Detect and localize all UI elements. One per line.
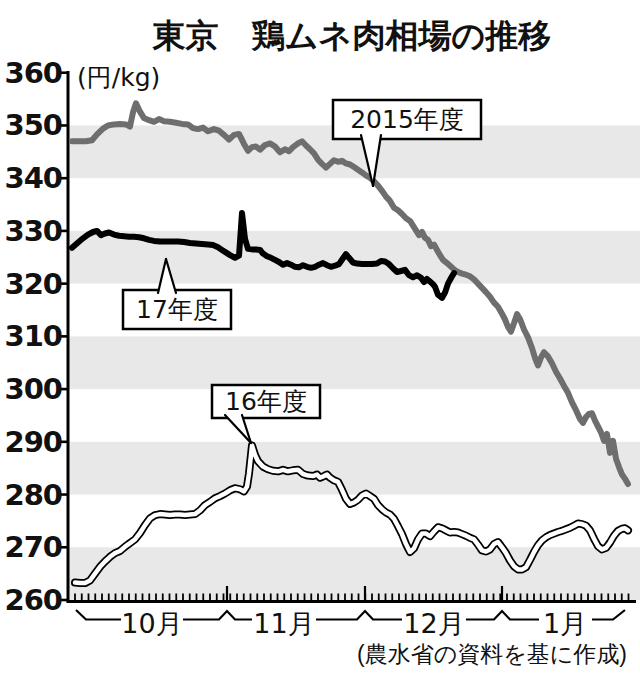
- callout-label-17: 17年度: [123, 290, 231, 329]
- month-label-10月: 10月: [104, 606, 200, 642]
- y-axis-label-290: 290: [0, 425, 62, 459]
- y-axis-label-340: 340: [0, 161, 62, 195]
- callout-label-16: 16年度: [212, 385, 320, 418]
- y-axis-label-360: 360: [0, 56, 62, 90]
- y-axis-label-350: 350: [0, 108, 62, 142]
- callout-label-2015: 2015年度: [333, 100, 481, 139]
- price-chart-canvas: [0, 0, 640, 679]
- month-label-1月: 1月: [517, 606, 613, 642]
- month-label-12月: 12月: [386, 606, 482, 642]
- y-axis-label-300: 300: [0, 372, 62, 406]
- y-axis-label-330: 330: [0, 214, 62, 248]
- y-axis-label-320: 320: [0, 267, 62, 301]
- y-axis-label-270: 270: [0, 530, 62, 564]
- month-label-11月: 11月: [236, 606, 332, 642]
- chart-title: 東京 鶏ムネ肉相場の推移: [153, 14, 551, 59]
- band-280: [67, 442, 640, 495]
- band-260: [67, 547, 640, 600]
- source-note: (農水省の資料を基に作成): [357, 639, 627, 670]
- chart-root: 東京 鶏ムネ肉相場の推移 (円/kg) 260 270 280 290 300 310 32…: [0, 0, 640, 679]
- y-axis-unit-label: (円/kg): [77, 61, 160, 94]
- y-axis-label-310: 310: [0, 319, 62, 353]
- y-axis-label-280: 280: [0, 478, 62, 512]
- y-axis-label-260: 260: [0, 583, 62, 617]
